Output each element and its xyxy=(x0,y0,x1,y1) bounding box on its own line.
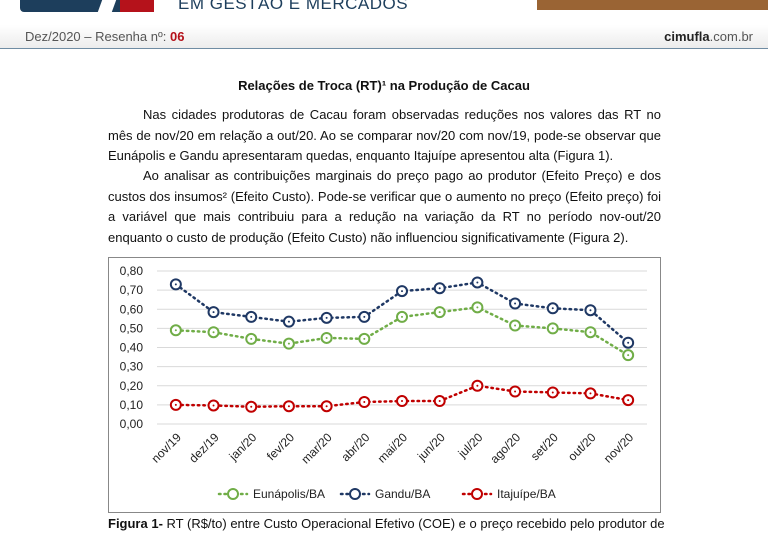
data-point-center xyxy=(174,403,177,406)
legend-label: Gandu/BA xyxy=(375,487,430,501)
brand-subtitle: EM GESTÃO E MERCADOS xyxy=(178,0,409,13)
data-point-center xyxy=(212,331,215,334)
data-point-center xyxy=(250,315,253,318)
y-tick-label: 0,40 xyxy=(120,341,144,355)
y-tick-label: 0,80 xyxy=(120,264,144,278)
issue-band: Dez/2020 – Resenha nº: 06 cimufla.com.br xyxy=(0,25,768,49)
data-point-center xyxy=(627,341,630,344)
legend-marker xyxy=(471,488,483,500)
data-point-center xyxy=(174,283,177,286)
data-point-center xyxy=(551,307,554,310)
x-tick-label: nov/19 xyxy=(149,430,185,466)
data-point-center xyxy=(438,400,441,403)
issue-prefix: Dez/2020 – Resenha nº: xyxy=(25,29,170,44)
issue-info: Dez/2020 – Resenha nº: 06 xyxy=(25,29,184,44)
x-tick-label: ago/20 xyxy=(487,430,523,466)
data-point-center xyxy=(551,391,554,394)
y-tick-label: 0,10 xyxy=(120,398,144,412)
issue-number: 06 xyxy=(169,29,185,44)
logo-accent xyxy=(120,0,154,12)
legend-marker xyxy=(227,488,239,500)
data-point-center xyxy=(476,306,479,309)
data-point-center xyxy=(476,384,479,387)
data-point-center xyxy=(212,404,215,407)
data-point-center xyxy=(438,287,441,290)
data-point-center xyxy=(325,316,328,319)
x-tick-label: fev/20 xyxy=(264,430,297,463)
figure-caption: Figura 1- RT (R$/to) entre Custo Operaci… xyxy=(108,516,665,531)
data-point-center xyxy=(250,405,253,408)
y-tick-label: 0,00 xyxy=(120,417,144,431)
data-point-center xyxy=(363,401,366,404)
data-point-center xyxy=(401,315,403,318)
data-point-center xyxy=(363,337,366,340)
data-point-center xyxy=(514,324,517,327)
data-point-center xyxy=(589,331,592,334)
data-point-center xyxy=(438,311,441,314)
data-point-center xyxy=(627,354,630,357)
y-tick-label: 0,20 xyxy=(120,379,144,393)
x-tick-label: nov/20 xyxy=(601,430,637,466)
legend-label: Itajuípe/BA xyxy=(497,487,556,501)
chart-svg: 0,00 0,10 0,20 0,30 0,40 0,50 0,60 0,70 0,80 nov/… xyxy=(120,264,647,501)
y-tick-label: 0,70 xyxy=(120,283,144,297)
figure-1-chart: 0,00 0,10 0,20 0,30 0,40 0,50 0,60 0,70 0,80 nov/… xyxy=(108,257,661,513)
data-point-center xyxy=(287,320,290,323)
paragraph-2: Ao analisar as contribuições marginais d… xyxy=(108,168,661,245)
data-point-center xyxy=(212,311,215,314)
caption-label: Figura 1- xyxy=(108,516,163,531)
data-point-center xyxy=(287,405,290,408)
site-rest: .com.br xyxy=(709,29,753,44)
x-tick-label: set/20 xyxy=(528,430,561,463)
data-point-center xyxy=(287,342,290,345)
y-tick-label: 0,50 xyxy=(120,321,144,335)
data-point-center xyxy=(627,399,630,402)
data-point-center xyxy=(250,337,253,340)
site-bold: cimufla xyxy=(664,29,710,44)
data-point-center xyxy=(174,329,177,332)
data-point-center xyxy=(476,281,479,284)
data-point-center xyxy=(589,392,592,395)
x-tick-label: mai/20 xyxy=(375,430,411,466)
x-tick-label: out/20 xyxy=(565,430,599,464)
data-point-center xyxy=(551,327,554,330)
x-tick-label: abr/20 xyxy=(338,430,372,464)
x-tick-label: mar/20 xyxy=(298,430,335,467)
data-point-center xyxy=(325,405,328,408)
article-title: Relações de Troca (RT)¹ na Produção de C… xyxy=(238,78,530,93)
x-tick-label: jun/20 xyxy=(414,430,448,464)
data-point-center xyxy=(401,400,403,403)
y-tick-label: 0,30 xyxy=(120,360,144,374)
data-point-center xyxy=(514,302,517,305)
data-point-center xyxy=(401,290,403,293)
x-tick-label: jan/20 xyxy=(226,430,260,464)
paragraph-1: Nas cidades produtoras de Cacau foram ob… xyxy=(108,107,661,163)
legend-marker xyxy=(349,488,361,500)
x-tick-label: dez/19 xyxy=(186,430,222,466)
site-link[interactable]: cimufla.com.br xyxy=(664,29,753,44)
data-point-center xyxy=(363,315,366,318)
data-point-center xyxy=(325,336,328,339)
y-tick-label: 0,60 xyxy=(120,302,144,316)
header-decor-bar xyxy=(537,0,768,10)
data-point-center xyxy=(514,390,517,393)
x-tick-label: jul/20 xyxy=(455,430,486,461)
caption-text: RT (R$/to) entre Custo Operacional Efeti… xyxy=(162,516,665,531)
legend-label: Eunápolis/BA xyxy=(253,487,325,501)
data-point-center xyxy=(589,309,592,312)
